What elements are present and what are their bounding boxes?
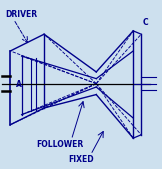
- Text: C: C: [142, 18, 148, 27]
- Text: FIXED: FIXED: [68, 155, 94, 164]
- Text: A: A: [16, 80, 22, 89]
- Text: DRIVER: DRIVER: [6, 10, 38, 19]
- Text: FOLLOWER: FOLLOWER: [36, 140, 84, 149]
